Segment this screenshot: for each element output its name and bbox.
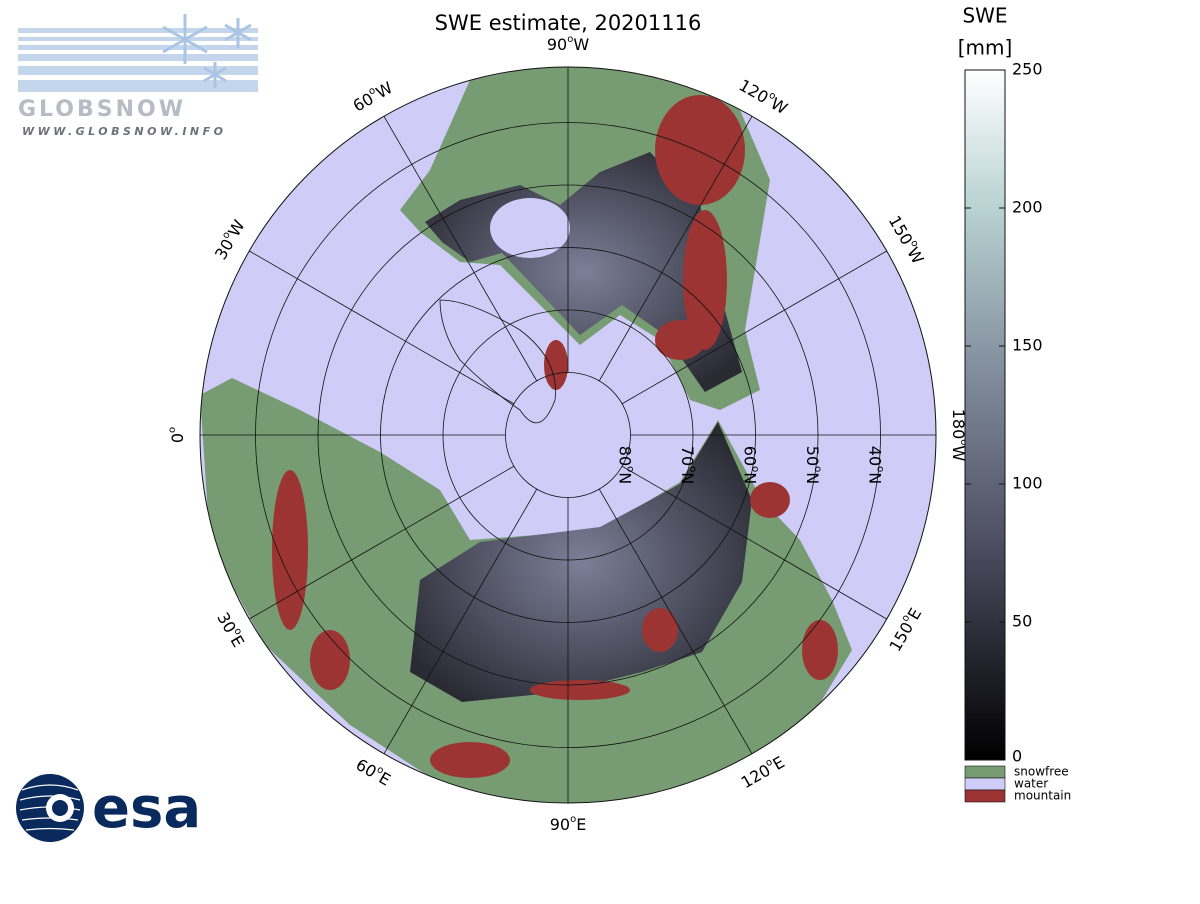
label-part: o [375,764,386,777]
label-part: o [367,85,378,98]
label-part: o [875,466,886,472]
logo-url: WWW.GLOBSNOW.INFO [22,125,227,138]
label-part: 0 [168,433,187,443]
label-part: 60 [741,446,760,466]
label-part: o [220,230,233,241]
colorbar-tick-label: 0 [1012,747,1022,766]
globsnow-logo: GLOBSNOW WWW.GLOBSNOW.INFO [18,14,258,138]
meridian [383,116,538,382]
label-part: o [958,439,969,445]
colorbar-tick-label: 100 [1012,474,1043,493]
label-part: 90 [547,35,567,54]
map-title: SWE estimate, 20201116 [435,11,702,35]
hudson-bay [490,198,570,258]
class-label: mountain [1014,789,1071,803]
label-part: N [741,472,760,484]
latitude-label: 60oN [741,446,761,484]
esa-logo: esa [16,774,201,842]
label-part: o [231,626,244,637]
label-part: 40 [866,446,885,466]
label-part: N [866,472,885,484]
meridian [383,488,538,754]
colorbar-tick-label: 250 [1012,60,1043,79]
label-part: N [804,472,823,484]
logo-name: GLOBSNOW [18,97,186,122]
label-part: 80 [616,446,635,466]
label-part: o [750,466,761,472]
label-part: o [900,613,913,624]
label-part: 50 [804,446,823,466]
longitude-label: 90oE [550,814,587,834]
label-part: o [687,466,698,472]
label-part: o [567,34,573,45]
label-part: E [576,815,586,834]
label-part: N [679,472,698,484]
colorbar-tick-label: 200 [1012,198,1043,217]
class-swatch [964,777,1006,791]
class-swatch [964,765,1006,779]
label-part: 180 [950,409,969,440]
latitude-label: 80oN [616,446,636,484]
colorbar-tick-label: 150 [1012,336,1043,355]
label-part: 90 [550,815,570,834]
greenland-outline [439,299,556,424]
meridian [249,250,515,405]
class-label: snowfree [1014,765,1069,779]
label-part: o [767,90,778,103]
label-part: W [950,445,969,461]
meridian [598,116,753,382]
label-part: o [764,757,775,770]
longitude-label: 90oW [547,34,589,54]
colorbar-title: [mm] [958,36,1013,60]
latitude-label: 70oN [679,446,699,484]
latitude-label: 40oN [866,446,886,484]
esa-text: esa [92,776,201,841]
label-part: 70 [679,446,698,466]
meridian [621,250,887,405]
polar-map [200,67,936,803]
meridian [598,488,753,754]
colorbar-title: SWE [962,4,1007,28]
class-swatch [964,789,1006,803]
meridian [621,465,887,620]
colorbar: SWE [mm] 0 50 100 150 200 250 snowfreewatermount… [958,4,1072,803]
colorbar-scale [964,69,1006,761]
label-part: N [616,472,635,484]
label-part: o [625,466,636,472]
longitude-label: 180oW [950,409,970,462]
graticule [200,67,936,803]
mountain-areas [272,95,838,778]
label-part: o [908,238,921,249]
class-label: water [1014,777,1048,791]
latitude-label: 50oN [804,446,824,484]
label-part: W [573,35,589,54]
map-border [199,66,937,804]
label-part: o [167,427,178,433]
longitude-label: 0o [167,427,187,443]
label-part: o [570,814,576,825]
label-part: o [812,466,823,472]
colorbar-tick-label: 50 [1012,612,1032,631]
meridian [249,465,515,620]
